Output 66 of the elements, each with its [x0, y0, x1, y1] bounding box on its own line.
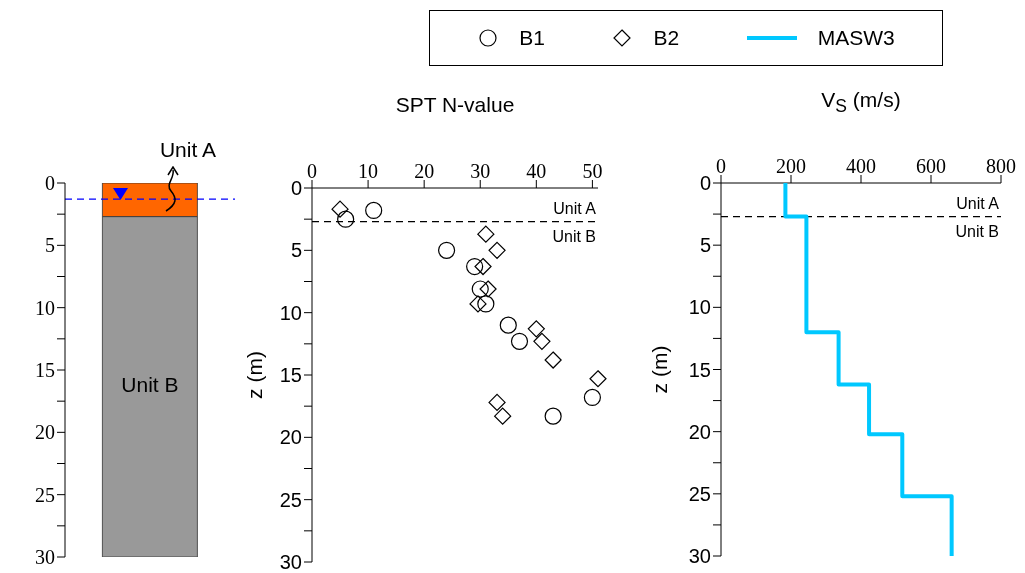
point — [471, 280, 489, 298]
x-tick-label: 10 — [358, 160, 379, 182]
point — [477, 295, 495, 313]
point — [589, 370, 607, 388]
point — [477, 225, 495, 243]
point — [544, 351, 562, 369]
y-tick-label: 20 — [688, 420, 711, 443]
x-tick-label: 50 — [582, 160, 603, 182]
y-tick-label: 30 — [279, 551, 302, 573]
point — [479, 280, 497, 298]
legend-label: B1 — [519, 26, 545, 50]
y-tick-label: 10 — [279, 301, 302, 324]
x-tick-label: 30 — [470, 160, 491, 182]
y-tick-label: 10 — [35, 296, 55, 319]
point — [583, 388, 601, 407]
x-tick-label: 0 — [716, 155, 726, 177]
point — [337, 210, 355, 228]
x-tick-label: 200 — [776, 155, 806, 177]
y-tick-label: 25 — [35, 483, 55, 506]
line-series — [783, 183, 954, 556]
y-tick-label: 25 — [279, 488, 302, 511]
x-tick-label: 0 — [307, 160, 317, 182]
y-tick-label: 5 — [45, 234, 55, 257]
point — [544, 407, 562, 425]
series-label: Unit A — [159, 137, 216, 161]
annotation: Unit A — [553, 199, 596, 218]
y-tick-label: 15 — [35, 359, 55, 382]
y-tick-label: 30 — [35, 546, 55, 569]
point — [527, 320, 545, 338]
point — [365, 201, 383, 220]
point — [533, 332, 551, 350]
series-label: Unit B — [121, 373, 179, 397]
x-tick-label: 600 — [916, 155, 946, 177]
y-tick-label: 20 — [35, 421, 55, 444]
x-tick-label: 40 — [526, 160, 547, 182]
x-tick-label: 400 — [846, 155, 876, 177]
annotation: Unit A — [956, 194, 999, 213]
point — [510, 332, 529, 350]
annotation: Unit B — [552, 227, 596, 246]
y-tick-label: 25 — [688, 482, 711, 505]
y-tick-label: 0 — [290, 177, 302, 200]
y-tick-label: 30 — [688, 545, 711, 568]
x-tick-label: 800 — [986, 155, 1016, 177]
legend-label: B2 — [653, 26, 680, 50]
y-tick-label: 10 — [688, 296, 711, 319]
y-tick-label: 20 — [279, 426, 302, 449]
point — [488, 393, 506, 412]
y-tick-label: 5 — [290, 239, 302, 262]
x-tick-label: 20 — [414, 160, 435, 182]
point — [469, 295, 487, 313]
y-axis-title: z (m) — [648, 345, 672, 394]
point — [474, 257, 492, 276]
point — [466, 257, 484, 276]
x-axis-title: V$_{S}$ (m/s) — [820, 88, 902, 118]
x-axis-title: SPT N-value — [394, 93, 516, 117]
point — [494, 407, 512, 425]
point — [331, 200, 349, 218]
point — [488, 241, 506, 259]
legend-label: MASW3 — [817, 26, 895, 50]
y-tick-label: 15 — [279, 364, 302, 387]
y-tick-label: 15 — [688, 358, 711, 381]
point — [499, 316, 517, 334]
annotation: Unit B — [955, 222, 999, 241]
point — [437, 241, 456, 259]
y-axis-title: z (m) — [243, 351, 267, 399]
y-tick-label: 5 — [699, 234, 711, 257]
